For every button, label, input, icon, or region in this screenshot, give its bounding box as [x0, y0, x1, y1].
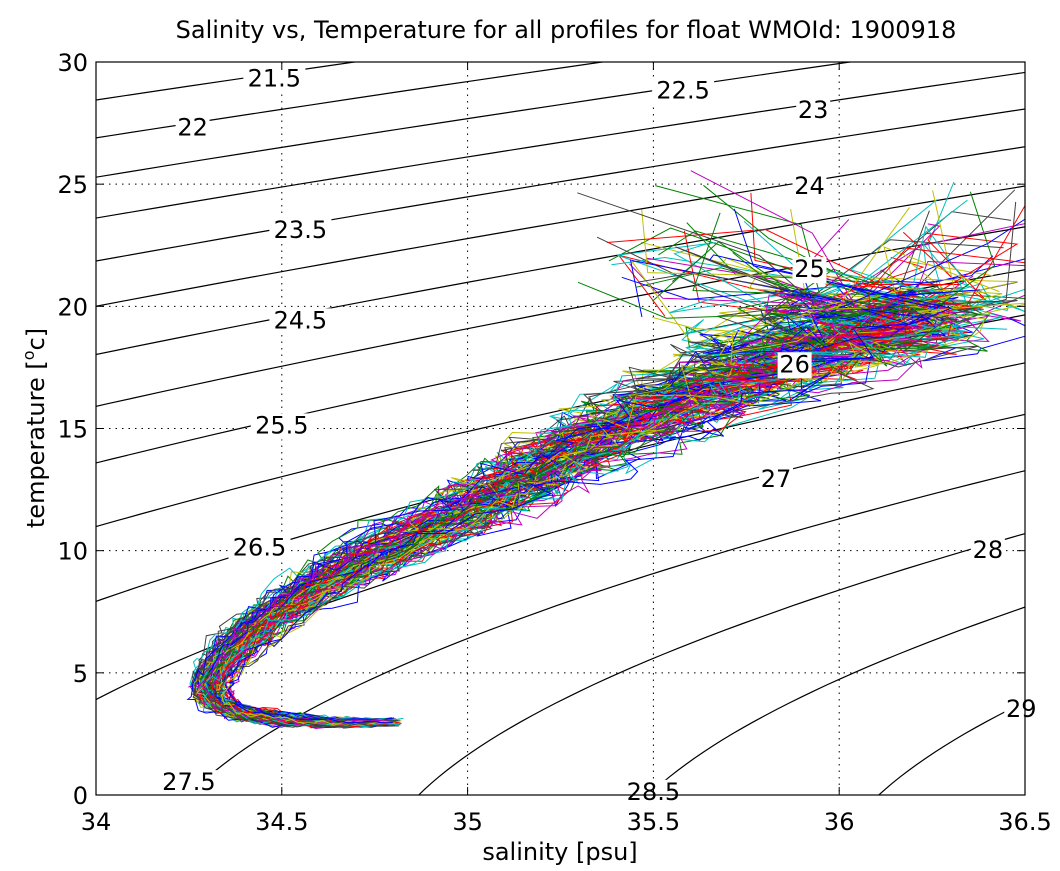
contour-labels: 21.5 22 22.5 23 23.5 24 24.5 25 25.5 26 26.5 27 27.5…: [157, 64, 1039, 806]
contour-label-bg: [792, 173, 827, 200]
contour-label: 25.5: [255, 411, 308, 439]
y-tick-label: 20: [57, 293, 88, 321]
profile-line: [203, 314, 949, 729]
contour-label-bg: [970, 537, 1005, 564]
x-tick-label: 36.5: [998, 808, 1051, 836]
density-contour-line: [96, 269, 1025, 464]
contour-label: 24: [794, 172, 825, 200]
contour-label: 22.5: [656, 77, 709, 105]
contour-label-bg: [796, 98, 831, 125]
profile-line: [199, 204, 1025, 728]
contour-label: 26.5: [233, 534, 286, 562]
density-contour-line: [96, 226, 1025, 407]
contour-label: 22: [177, 113, 208, 141]
contour-label-bg: [777, 352, 812, 379]
contour-label-bg: [269, 308, 332, 335]
axes-ticks: 34 34.5 35 35.5 36 36.5 0 5 10 15 20 25 30: [57, 49, 1051, 836]
density-contours: [96, 62, 1025, 795]
contour-label: 26: [779, 350, 810, 378]
contour-label: 23: [798, 96, 829, 124]
profile-line: [228, 208, 954, 724]
profile-line: [213, 272, 979, 728]
profile-line: [186, 218, 1025, 728]
profile-line: [213, 201, 1017, 729]
density-contour-line: [187, 470, 1025, 795]
contour-label: 28: [973, 536, 1004, 564]
contour-label: 24.5: [274, 306, 327, 334]
profile-line: [206, 318, 996, 730]
x-tick-label: 36: [824, 808, 855, 836]
y-axis-label-sup: o: [19, 350, 38, 360]
y-axis-label-main: temperature [: [22, 360, 50, 528]
contour-label-bg: [157, 770, 220, 797]
density-contour-line: [96, 146, 1025, 307]
contour-label-bg: [792, 257, 827, 284]
contour-label-bg: [228, 535, 291, 562]
contour-label: 27: [761, 465, 792, 493]
contour-label: 27.5: [162, 768, 215, 796]
contour-label: 21.5: [248, 64, 301, 92]
contour-label-bg: [250, 413, 313, 440]
x-axis-label: salinity [psu]: [482, 838, 637, 866]
float-profiles: [186, 170, 1025, 730]
profile-line: [214, 315, 925, 727]
x-tick-label: 35.5: [627, 808, 680, 836]
contour-label-bg: [1004, 696, 1039, 723]
density-contour-line: [96, 185, 1025, 356]
y-tick-label: 5: [73, 660, 88, 688]
density-contour-line: [96, 108, 1025, 262]
density-contour-line: [96, 314, 1025, 528]
density-contour-line: [96, 71, 1025, 219]
profile-line: [211, 247, 1025, 726]
profile-line: [204, 281, 928, 724]
y-tick-label: 10: [57, 538, 88, 566]
profile-line: [212, 319, 1008, 728]
contour-label: 25: [794, 255, 825, 283]
profile-line: [204, 254, 980, 722]
contour-label-bg: [243, 66, 306, 93]
x-tick-label: 34.5: [255, 808, 308, 836]
density-contour-line: [96, 362, 1025, 603]
profile-line: [211, 300, 987, 724]
chart-title: Salinity vs, Temperature for all profile…: [176, 16, 957, 44]
contour-label-bg: [175, 115, 210, 142]
contour-label-bg: [759, 467, 794, 494]
y-tick-label: 30: [57, 49, 88, 77]
y-axis-label: temperature [oc]: [19, 328, 50, 528]
profile-line: [196, 199, 968, 728]
density-contour-line: [96, 413, 1025, 701]
density-contour-line: [647, 606, 1025, 795]
y-tick-label: 15: [57, 416, 88, 444]
contour-label: 29: [1006, 695, 1037, 723]
contour-label-bg: [652, 78, 715, 105]
y-tick-label: 0: [73, 782, 88, 810]
profile-line: [200, 314, 951, 727]
profile-line: [215, 230, 907, 726]
contour-label-bg: [269, 217, 332, 244]
x-tick-label: 35: [452, 808, 483, 836]
contour-label: 23.5: [274, 216, 327, 244]
density-contour-line: [417, 532, 1025, 795]
y-axis-label-end: c]: [22, 328, 50, 351]
density-contour-line: [96, 62, 855, 178]
profile-line: [220, 302, 1025, 726]
y-tick-label: 25: [57, 171, 88, 199]
x-tick-label: 34: [81, 808, 112, 836]
